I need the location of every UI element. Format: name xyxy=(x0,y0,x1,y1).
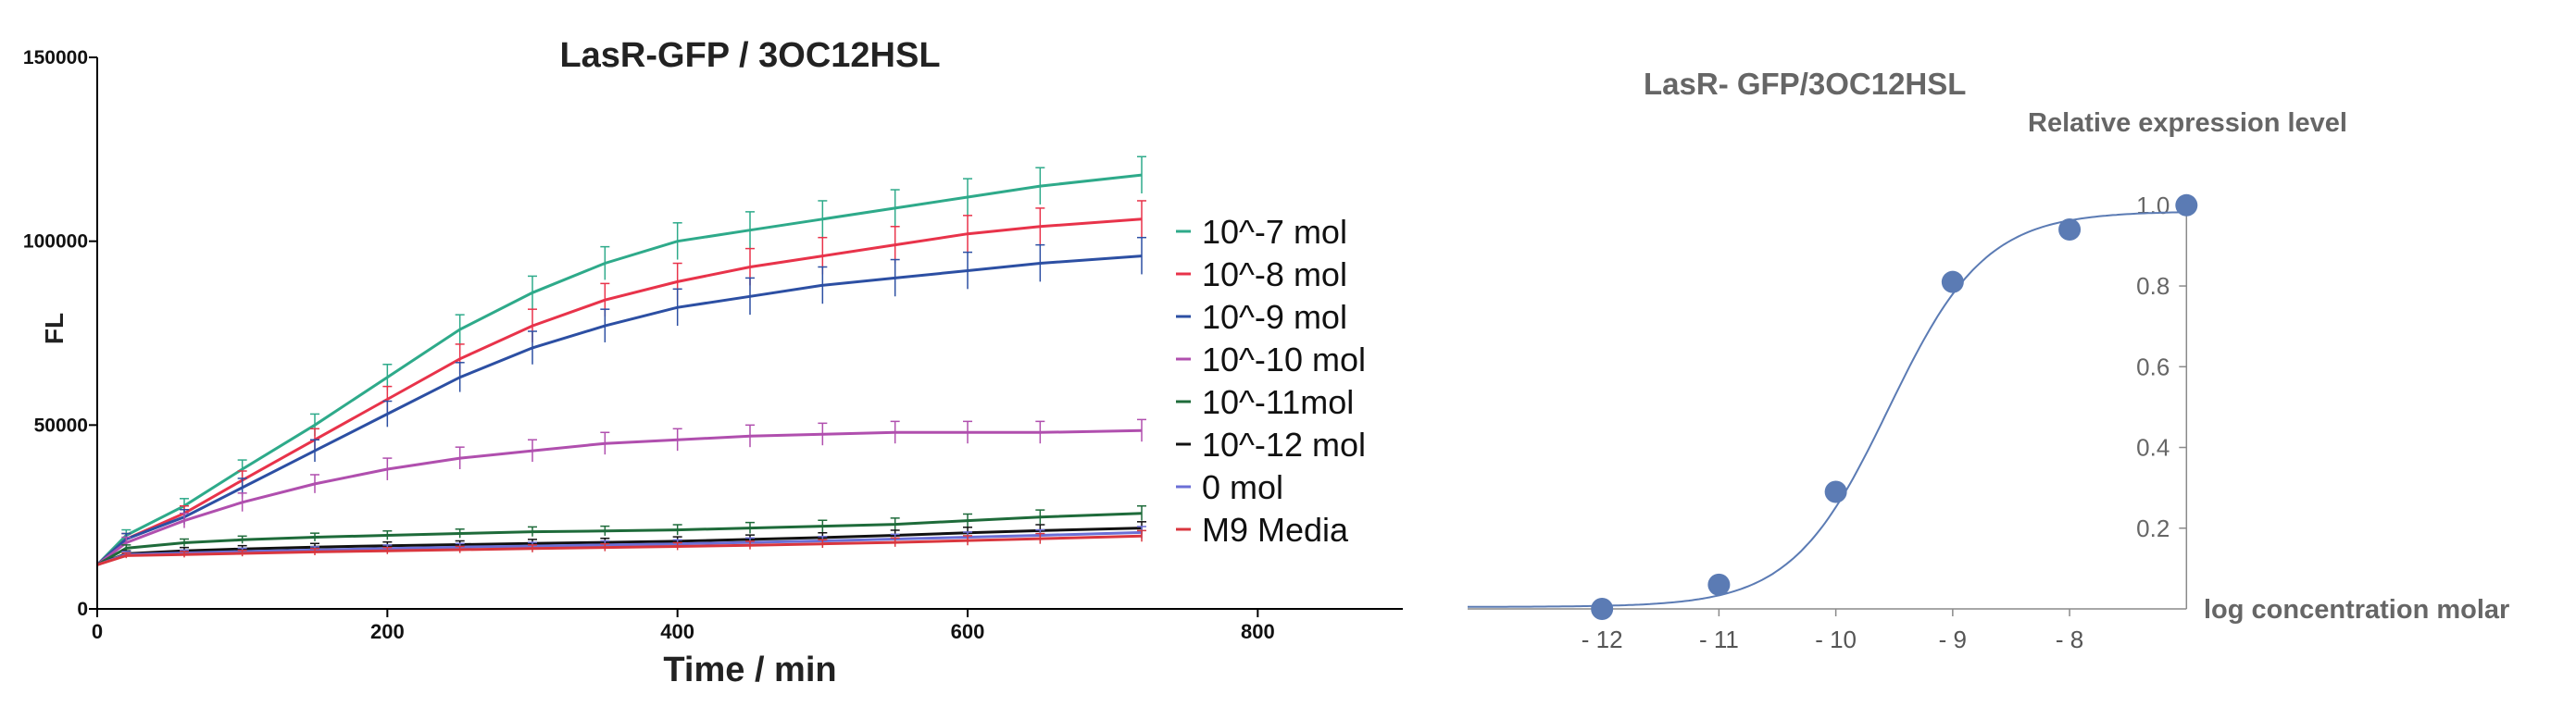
x-tick-label: - 12 xyxy=(1582,626,1623,653)
legend-entry: 10^-8 mol xyxy=(1176,255,1347,293)
y-tick-label: 1.0 xyxy=(2136,192,2170,219)
x-tick-label: 800 xyxy=(1241,620,1275,643)
y-axis-label: Relative expression level xyxy=(2028,108,2347,138)
y-axis-label: FL xyxy=(40,313,69,344)
y-tick-label: 0.6 xyxy=(2136,353,2170,380)
legend-label: 10^-11mol xyxy=(1202,383,1354,421)
series-line xyxy=(96,527,1143,566)
data-point xyxy=(2058,217,2082,241)
x-tick-label: 600 xyxy=(951,620,985,643)
y-tick-label: 100000 xyxy=(23,231,88,253)
series-line xyxy=(96,534,1143,566)
chart-title: LasR-GFP / 3OC12HSL xyxy=(559,36,940,75)
data-point xyxy=(1591,598,1614,620)
legend-label: 10^-7 mol xyxy=(1202,213,1347,251)
x-tick-label: - 9 xyxy=(1939,626,1967,653)
legend-entry: 10^-10 mol xyxy=(1176,341,1366,378)
series-line xyxy=(96,512,1143,566)
series-line xyxy=(96,254,1143,566)
data-point xyxy=(1941,270,1964,293)
dose-response-chart: LasR- GFP/3OC12HSL Relative expression l… xyxy=(1468,67,2509,653)
legend-label: 0 mol xyxy=(1202,468,1283,506)
x-axis-label: log concentration molar xyxy=(2204,595,2509,625)
series-3 xyxy=(96,236,1146,566)
series-2 xyxy=(96,200,1146,566)
legend-label: 10^-8 mol xyxy=(1202,255,1347,293)
fit-curve xyxy=(1468,211,2180,608)
series-line xyxy=(95,173,1143,566)
legend-label: 10^-10 mol xyxy=(1202,341,1366,378)
x-tick-label: 400 xyxy=(660,620,694,643)
legend-entry: 10^-11mol xyxy=(1176,383,1354,421)
series-1 xyxy=(95,155,1146,566)
fluorescence-time-course-chart: LasR-GFP / 3OC12HSL FL Time / min 0 200 40… xyxy=(23,36,1403,689)
legend-entry: 10^-7 mol xyxy=(1176,213,1347,251)
x-tick-label: 0 xyxy=(92,620,103,643)
y-tick-label: 0.4 xyxy=(2136,434,2170,462)
series-line xyxy=(96,428,1143,566)
series-4 xyxy=(96,418,1146,566)
data-point xyxy=(2175,193,2198,217)
x-tick-label: - 8 xyxy=(2056,626,2083,653)
series-line xyxy=(96,217,1143,566)
series-8 xyxy=(96,529,1146,566)
x-tick-label: - 11 xyxy=(1699,626,1739,653)
y-tick-label: 0.8 xyxy=(2136,272,2170,300)
legend-label: 10^-9 mol xyxy=(1202,298,1347,336)
legend-entry: 10^-12 mol xyxy=(1176,426,1366,464)
chart-title: LasR- GFP/3OC12HSL xyxy=(1644,67,1966,101)
legend-label: M9 Media xyxy=(1202,511,1349,549)
x-axis-label: Time / min xyxy=(663,651,836,689)
y-tick-label: 50000 xyxy=(34,415,88,436)
legend-entry: 10^-9 mol xyxy=(1176,298,1347,336)
data-point xyxy=(1707,573,1731,596)
y-tick-label: 0.2 xyxy=(2136,515,2170,542)
series-line xyxy=(96,530,1143,566)
data-point xyxy=(1824,480,1847,503)
y-tick-label: 0 xyxy=(77,599,88,620)
legend-label: 10^-12 mol xyxy=(1202,426,1366,464)
series-6 xyxy=(96,521,1146,566)
x-tick-label: 200 xyxy=(370,620,405,643)
legend-entry: M9 Media xyxy=(1176,511,1349,549)
y-tick-label: 150000 xyxy=(23,47,88,68)
legend-entry: 0 mol xyxy=(1176,468,1283,506)
x-tick-label: - 10 xyxy=(1815,626,1857,653)
